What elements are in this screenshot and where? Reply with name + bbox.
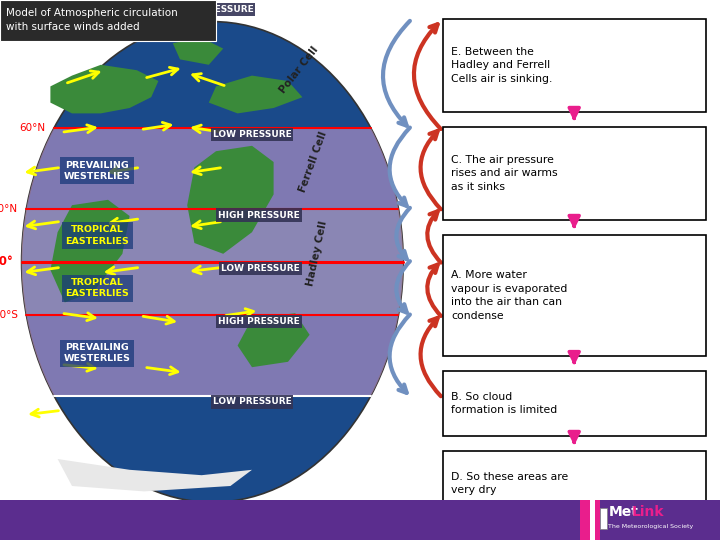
Polygon shape [22,208,403,262]
Text: PREVAILING
WESTERLIES: PREVAILING WESTERLIES [64,343,130,363]
FancyBboxPatch shape [443,235,706,356]
Bar [580,500,600,540]
Text: D. So these areas are
very dry: D. So these areas are very dry [451,471,569,495]
FancyBboxPatch shape [443,371,706,436]
Text: HIGH PRESSURE: HIGH PRESSURE [171,5,253,14]
Bar [590,500,595,540]
Polygon shape [50,65,158,113]
Text: Ferrell Cell: Ferrell Cell [297,130,329,194]
Text: Polar Cell: Polar Cell [277,45,320,96]
Text: E. Between the
Hadley and Ferrell
Cells air is sinking.: E. Between the Hadley and Ferrell Cells … [451,47,553,84]
FancyBboxPatch shape [0,0,216,40]
Text: Link: Link [632,505,665,519]
Text: B. So cloud
formation is limited: B. So cloud formation is limited [451,392,558,415]
Text: 60°S: 60°S [20,390,45,401]
Polygon shape [209,76,302,113]
Polygon shape [187,146,274,254]
Polygon shape [173,38,223,65]
Polygon shape [27,315,398,395]
Polygon shape [238,313,310,367]
Text: LOW PRESSURE: LOW PRESSURE [221,264,300,273]
Bar [600,508,607,529]
Text: Met: Met [608,505,638,519]
Text: A. More water
vapour is evaporated
into the air than can
condense: A. More water vapour is evaporated into … [451,270,568,321]
Bar [0,500,720,540]
Text: HIGH PRESSURE: HIGH PRESSURE [218,211,300,220]
Text: HIGH PRESSURE: HIGH PRESSURE [171,514,253,523]
Polygon shape [22,262,403,315]
Text: 30°N: 30°N [0,204,18,213]
Text: LOW PRESSURE: LOW PRESSURE [212,130,292,139]
Text: LOW PRESSURE: LOW PRESSURE [212,397,292,407]
Polygon shape [27,129,398,208]
Polygon shape [50,200,130,302]
Text: EQUATOR 0°: EQUATOR 0° [0,255,13,268]
FancyBboxPatch shape [443,127,706,220]
Text: South Pole (90°S): South Pole (90°S) [216,524,313,534]
Text: 30°S: 30°S [0,310,18,320]
Text: Model of Atmospheric circulation
with surface winds added: Model of Atmospheric circulation with su… [6,8,178,32]
Text: HIGH PRESSURE: HIGH PRESSURE [218,317,300,326]
FancyBboxPatch shape [443,451,706,516]
Text: Hadley Cell: Hadley Cell [305,220,328,287]
Text: 60°N: 60°N [19,123,45,133]
Text: TROPICAL
EASTERLIES: TROPICAL EASTERLIES [66,225,129,246]
Ellipse shape [22,22,403,502]
Text: TROPICAL
EASTERLIES: TROPICAL EASTERLIES [66,278,129,299]
Text: PREVAILING
WESTERLIES: PREVAILING WESTERLIES [64,160,130,181]
FancyBboxPatch shape [443,19,706,112]
Text: The Meteorological Society: The Meteorological Society [608,524,693,529]
Text: C. The air pressure
rises and air warms
as it sinks: C. The air pressure rises and air warms … [451,155,558,192]
Polygon shape [58,459,252,491]
